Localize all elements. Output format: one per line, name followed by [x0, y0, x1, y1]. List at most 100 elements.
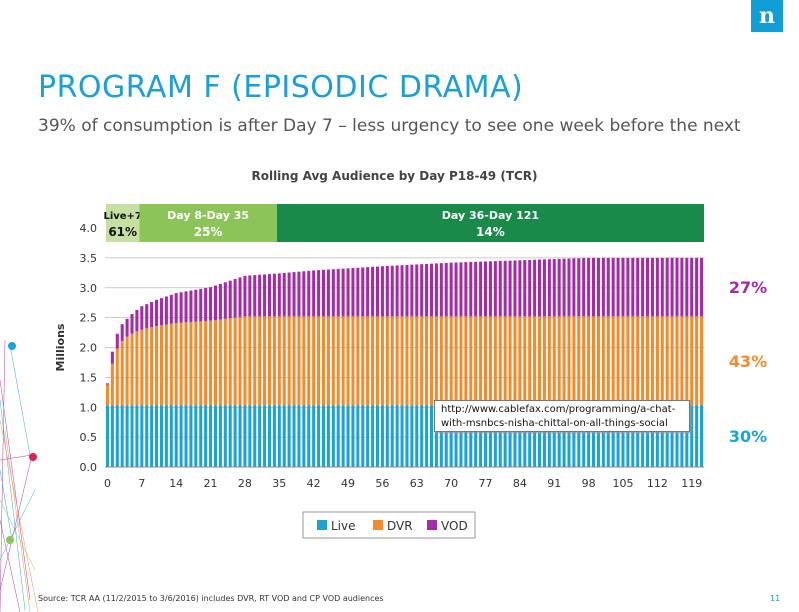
- bar-vod: [557, 258, 561, 317]
- bar-vod: [385, 265, 389, 317]
- deco-dot-red: [29, 453, 37, 461]
- bar-live: [542, 405, 546, 467]
- bar-vod: [248, 275, 252, 317]
- bar-live: [503, 405, 507, 467]
- bar-dvr: [110, 363, 114, 406]
- deco-dot-green: [6, 536, 14, 544]
- bar-live: [380, 405, 384, 467]
- bar-vod: [454, 262, 458, 317]
- bar-vod: [277, 273, 281, 317]
- bar-vod: [184, 291, 188, 323]
- bar-vod: [105, 383, 109, 385]
- bar-live: [110, 405, 114, 467]
- bar-dvr: [646, 316, 650, 406]
- bar-live: [321, 405, 326, 467]
- bar-vod: [223, 282, 227, 319]
- bar-dvr: [469, 316, 473, 406]
- bar-live: [429, 405, 434, 467]
- bar-live: [425, 405, 429, 467]
- bar-dvr: [145, 328, 149, 406]
- bar-live: [346, 405, 350, 467]
- bar-vod: [582, 258, 586, 317]
- bar-dvr: [621, 316, 625, 406]
- bar-dvr: [488, 316, 492, 406]
- bar-live: [582, 405, 586, 467]
- bar-live: [375, 405, 380, 467]
- x-tick-label: 112: [647, 477, 668, 490]
- bar-live: [204, 405, 208, 467]
- bar-live: [400, 405, 404, 467]
- bar-dvr: [258, 316, 262, 406]
- x-tick-label: 35: [272, 477, 286, 490]
- x-tick-label: 105: [612, 477, 633, 490]
- bar-vod: [351, 268, 355, 317]
- bar-live: [646, 405, 650, 467]
- bar-dvr: [695, 316, 699, 406]
- bar-live: [169, 405, 173, 467]
- y-axis-label: Millions: [54, 323, 67, 371]
- bar-vod: [326, 269, 330, 317]
- bar-dvr: [326, 316, 330, 406]
- legend-swatch-vod: [427, 520, 437, 530]
- bar-live: [601, 405, 605, 467]
- share-label-live: 30%: [729, 427, 767, 446]
- x-tick-label: 91: [547, 477, 561, 490]
- bar-dvr: [204, 320, 208, 406]
- bar-vod: [145, 304, 149, 329]
- bar-vod: [317, 270, 321, 317]
- y-tick-label: 2.0: [80, 342, 98, 355]
- bar-vod: [601, 257, 605, 317]
- bar-dvr: [228, 318, 232, 406]
- bar-vod: [508, 260, 512, 317]
- bar-vod: [616, 257, 620, 317]
- bar-live: [233, 405, 237, 467]
- bar-live: [434, 405, 438, 467]
- bar-vod: [587, 257, 591, 317]
- bar-live: [562, 405, 566, 467]
- bar-dvr: [459, 316, 463, 406]
- y-tick-label: 3.5: [80, 252, 98, 265]
- bar-dvr: [336, 316, 340, 406]
- bar-dvr: [474, 316, 478, 406]
- bar-dvr: [213, 320, 217, 406]
- legend-swatch-dvr: [373, 520, 383, 530]
- bar-vod: [621, 257, 625, 317]
- bar-live: [223, 405, 227, 467]
- bar-live: [641, 405, 645, 467]
- bar-dvr: [159, 325, 163, 406]
- bar-live: [567, 405, 571, 467]
- bar-vod: [125, 318, 129, 337]
- bar-vod: [233, 279, 237, 318]
- bar-dvr: [321, 316, 326, 406]
- bar-live: [145, 405, 149, 467]
- bar-dvr: [312, 316, 316, 406]
- y-tick-label: 3.0: [80, 282, 98, 295]
- bar-dvr: [130, 333, 134, 406]
- bar-dvr: [199, 321, 203, 406]
- bar-vod: [209, 287, 213, 321]
- bar-live: [159, 405, 163, 467]
- bar-vod: [434, 263, 438, 317]
- bar-vod: [140, 306, 144, 330]
- bar-live: [174, 405, 178, 467]
- bar-dvr: [194, 321, 198, 406]
- bar-vod: [592, 257, 596, 317]
- bar-dvr: [592, 316, 596, 406]
- bar-vod: [685, 257, 689, 317]
- bar-live: [479, 405, 483, 467]
- bar-dvr: [562, 316, 566, 406]
- bar-dvr: [434, 316, 438, 406]
- bar-vod: [267, 274, 272, 317]
- url-annotation[interactable]: http://www.cablefax.com/programming/a-ch…: [434, 400, 690, 432]
- bar-dvr: [120, 340, 124, 406]
- bar-dvr: [665, 316, 669, 406]
- bar-dvr: [233, 317, 237, 406]
- share-label-dvr: 43%: [729, 352, 767, 371]
- bar-vod: [493, 261, 497, 317]
- bar-dvr: [650, 316, 654, 406]
- bar-dvr: [552, 316, 556, 406]
- bar-live: [611, 405, 615, 467]
- bar-dvr: [557, 316, 561, 406]
- bar-vod: [503, 260, 507, 317]
